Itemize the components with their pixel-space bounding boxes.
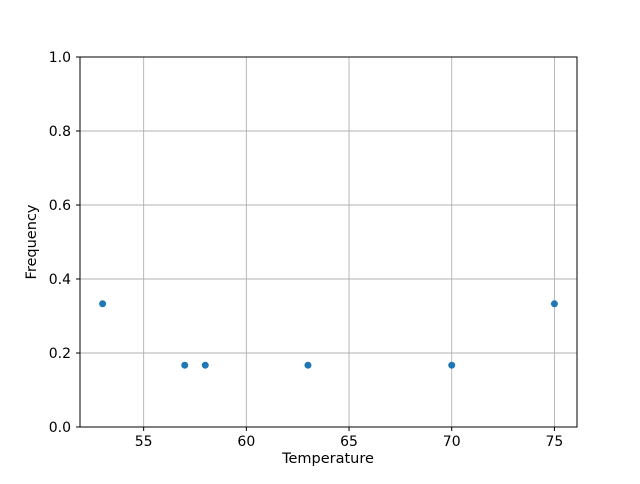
- data-point: [550, 300, 558, 308]
- y-tick-label: 0.6: [49, 198, 71, 214]
- x-tick-label: 55: [135, 434, 153, 450]
- x-axis-label: Temperature: [281, 451, 374, 467]
- data-point: [181, 361, 189, 369]
- data-point: [99, 300, 107, 308]
- grid-layer: [80, 56, 577, 428]
- y-tick-label: 0.0: [49, 420, 71, 436]
- y-tick-label: 0.4: [49, 272, 71, 288]
- y-tick-label: 0.2: [49, 346, 71, 362]
- data-layer: [99, 300, 558, 369]
- x-tick-label: 70: [443, 434, 461, 450]
- y-axis-label: Frequency: [24, 204, 40, 279]
- y-tick-label: 1.0: [49, 50, 71, 66]
- plot-frame: [79, 56, 578, 428]
- axes-layer: 55 60 65 70 75 0.0 0.2 0.4 0.6 0.8 1.0: [49, 50, 578, 450]
- x-tick-label: 75: [545, 434, 563, 450]
- data-point: [304, 361, 312, 369]
- y-tick-label: 0.8: [49, 124, 71, 140]
- data-point: [448, 361, 456, 369]
- x-tick-label: 65: [340, 434, 358, 450]
- x-tick-label: 60: [237, 434, 255, 450]
- data-point: [201, 361, 209, 369]
